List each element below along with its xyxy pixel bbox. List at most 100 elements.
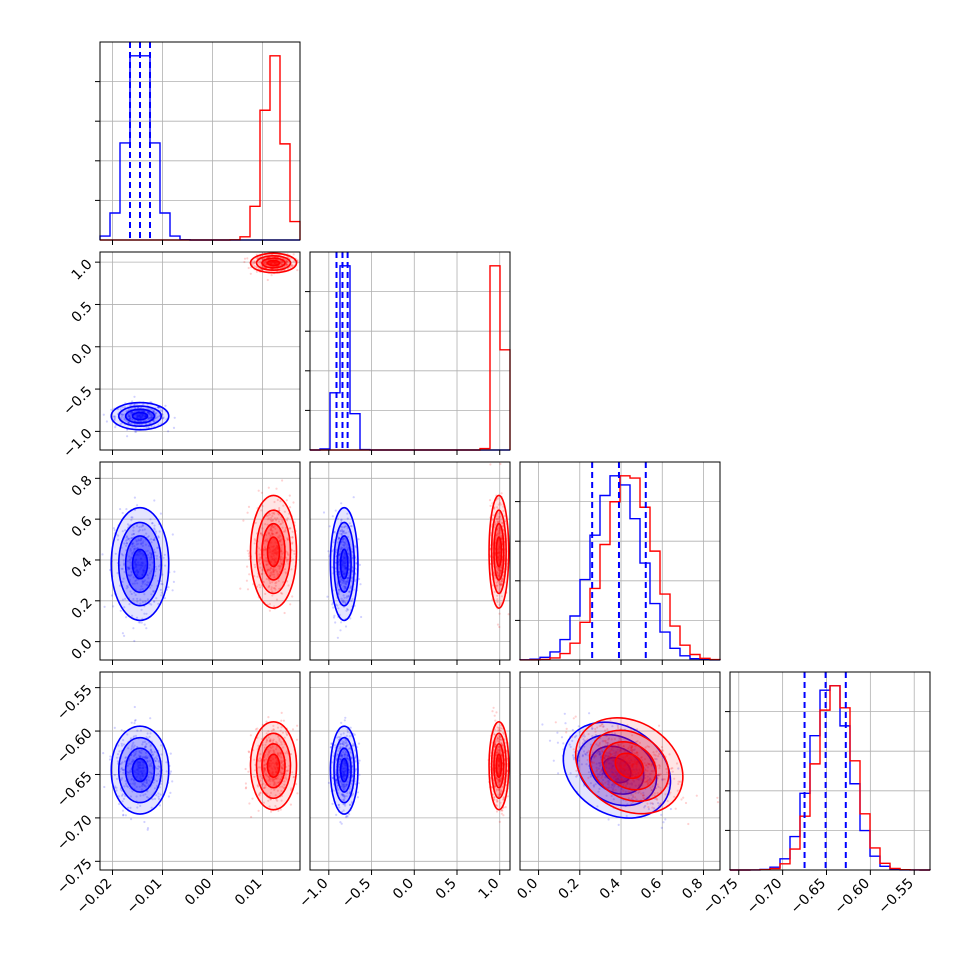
scatter-point	[246, 580, 248, 582]
scatter-point	[170, 770, 172, 772]
scatter-point	[330, 742, 332, 744]
scatter-point	[281, 712, 283, 714]
scatter-point	[660, 814, 662, 816]
scatter-point	[350, 727, 352, 729]
scatter-point	[354, 734, 356, 736]
scatter-point	[125, 508, 127, 510]
scatter-point	[344, 719, 346, 721]
scatter-point	[133, 640, 135, 642]
scatter-point	[122, 810, 124, 812]
scatter-point	[329, 525, 331, 527]
scatter-point	[111, 594, 113, 596]
scatter-point	[141, 622, 143, 624]
scatter-point	[172, 589, 174, 591]
scatter-point	[499, 613, 501, 615]
scatter-point	[335, 814, 337, 816]
scatter-point	[489, 499, 491, 501]
scatter-point	[289, 506, 291, 508]
scatter-point	[345, 625, 347, 627]
scatter-point	[286, 499, 288, 501]
scatter-point	[132, 627, 134, 629]
scatter-point	[250, 734, 252, 736]
scatter-point	[112, 605, 114, 607]
scatter-point	[564, 722, 566, 724]
scatter-point	[245, 787, 247, 789]
scatter-point	[134, 497, 136, 499]
scatter-point	[103, 414, 105, 416]
scatter-point	[499, 463, 501, 465]
scatter-point	[126, 435, 128, 437]
scatter-point	[576, 774, 578, 776]
scatter-point	[337, 637, 339, 639]
scatter-point	[541, 723, 543, 725]
scatter-point	[160, 513, 162, 515]
scatter-point	[261, 492, 263, 494]
scatter-point	[168, 795, 170, 797]
scatter-point	[275, 488, 277, 490]
scatter-point	[281, 479, 283, 481]
scatter-point	[250, 816, 252, 818]
scatter-point	[292, 501, 294, 503]
scatter-point	[169, 792, 171, 794]
scatter-point	[136, 504, 138, 506]
scatter-point	[658, 725, 660, 727]
scatter-point	[277, 810, 279, 812]
scatter-point	[171, 780, 173, 782]
scatter-point	[247, 550, 249, 552]
scatter-point	[242, 520, 244, 522]
scatter-point	[358, 774, 360, 776]
scatter-point	[333, 615, 335, 617]
scatter-point	[267, 279, 269, 281]
scatter-point	[549, 740, 551, 742]
scatter-point	[618, 824, 620, 826]
scatter-point	[296, 739, 298, 741]
scatter-point	[258, 810, 260, 812]
scatter-point	[561, 736, 563, 738]
scatter-point	[340, 722, 342, 724]
scatter-point	[110, 409, 112, 411]
scatter-point	[566, 728, 568, 730]
scatter-point	[250, 273, 252, 275]
scatter-point	[244, 258, 246, 260]
scatter-point	[572, 729, 574, 731]
scatter-point	[493, 707, 495, 709]
scatter-point	[269, 610, 271, 612]
scatter-point	[358, 743, 360, 745]
scatter-point	[573, 748, 575, 750]
scatter-point	[498, 626, 500, 628]
scatter-point	[133, 396, 135, 398]
scatter-point	[328, 782, 330, 784]
scatter-point	[489, 505, 491, 507]
scatter-point	[359, 583, 361, 585]
scatter-point	[134, 706, 136, 708]
scatter-point	[121, 729, 123, 731]
scatter-point	[258, 490, 260, 492]
scatter-point	[106, 420, 108, 422]
scatter-point	[716, 797, 718, 799]
scatter-point	[131, 722, 133, 724]
scatter-point	[290, 804, 292, 806]
scatter-point	[246, 566, 248, 568]
scatter-point	[608, 818, 610, 820]
scatter-point	[339, 821, 341, 823]
scatter-point	[501, 810, 503, 812]
scatter-point	[357, 538, 359, 540]
scatter-point	[340, 502, 342, 504]
scatter-point	[251, 798, 253, 800]
scatter-point	[499, 821, 501, 823]
scatter-point	[494, 715, 496, 717]
scatter-point	[327, 550, 329, 552]
scatter-point	[125, 814, 127, 816]
scatter-point	[565, 731, 567, 733]
scatter-point	[172, 533, 174, 535]
scatter-point	[243, 261, 245, 263]
scatter-point	[340, 621, 342, 623]
scatter-point	[149, 717, 151, 719]
scatter-point	[323, 511, 325, 513]
scatter-point	[491, 710, 493, 712]
scatter-point	[248, 750, 250, 752]
scatter-point	[296, 269, 298, 271]
scatter-point	[109, 758, 111, 760]
scatter-point	[332, 607, 334, 609]
